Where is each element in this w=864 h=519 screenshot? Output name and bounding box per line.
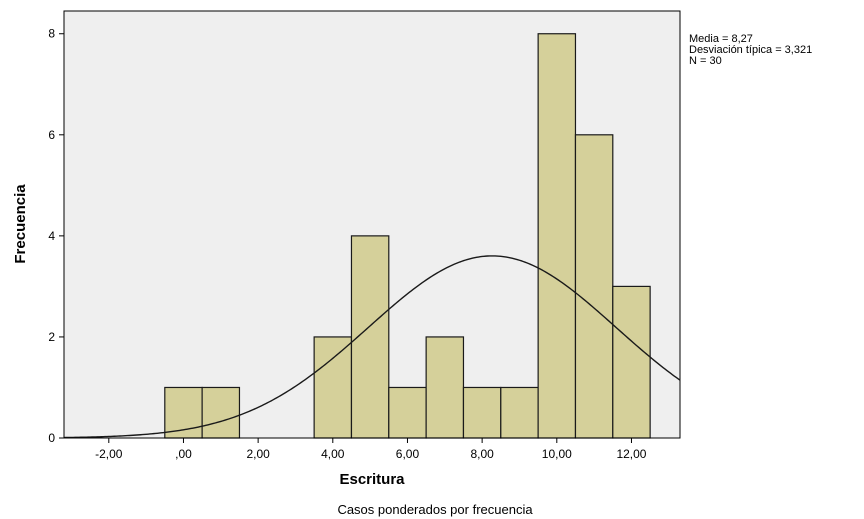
x-tick-label: 6,00: [396, 447, 420, 461]
y-axis-ticks: 0 2 4 6 8: [48, 27, 64, 445]
histogram-bar: [313, 336, 353, 439]
x-axis-title: Escritura: [339, 471, 405, 488]
histogram-bar: [574, 134, 614, 439]
y-tick-label: 2: [48, 330, 55, 344]
y-axis-title: Frecuencia: [12, 184, 29, 264]
y-tick-label: 6: [48, 128, 55, 142]
y-tick-label: 8: [48, 27, 55, 41]
histogram-bar: [500, 386, 539, 439]
histogram-bar: [462, 386, 502, 439]
bars-group: [164, 33, 651, 439]
stat-sd: Desviación típica = 3,321: [689, 44, 812, 56]
stat-mean: Media = 8,27: [689, 33, 753, 45]
histogram-bar: [425, 336, 465, 439]
x-tick-label: 10,00: [542, 447, 572, 461]
normal-curve: [63, 255, 681, 439]
histogram-bar: [388, 386, 427, 439]
x-axis-ticks: -2,00 ,00 2,00 4,00 6,00 8,00 10,00 12,00: [95, 438, 647, 461]
x-tick-label: 12,00: [616, 447, 646, 461]
stat-n: N = 30: [689, 55, 722, 67]
histogram-bar: [201, 386, 241, 439]
x-tick-label: -2,00: [95, 447, 123, 461]
histogram-bar: [612, 285, 651, 439]
x-tick-label: ,00: [175, 447, 192, 461]
footnote: Casos ponderados por frecuencia: [337, 502, 533, 517]
x-tick-label: 4,00: [321, 447, 345, 461]
y-tick-label: 4: [48, 229, 55, 243]
y-tick-label: 0: [48, 431, 55, 445]
x-tick-label: 8,00: [470, 447, 494, 461]
x-tick-label: 2,00: [246, 447, 270, 461]
histogram-bar: [537, 33, 577, 439]
